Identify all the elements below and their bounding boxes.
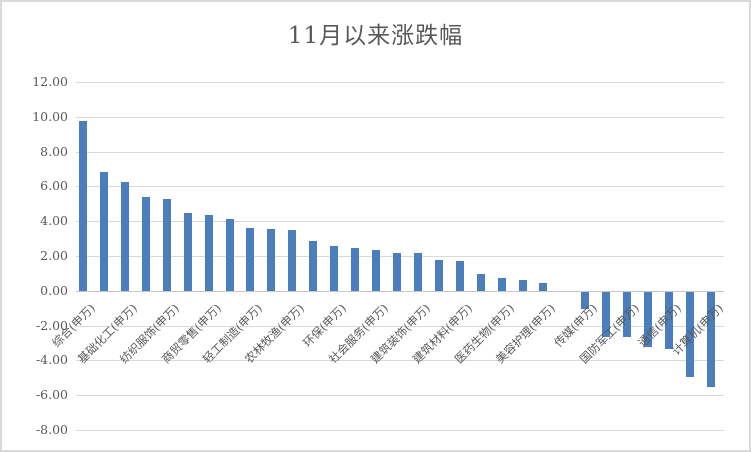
bar xyxy=(644,291,653,348)
bar xyxy=(141,196,150,291)
bar xyxy=(225,218,234,291)
bar xyxy=(392,252,401,291)
y-axis-tick-label: 0.00 xyxy=(40,282,68,298)
bar xyxy=(330,245,339,291)
y-axis-tick-label: 12.00 xyxy=(32,74,68,89)
bar xyxy=(309,241,318,291)
bar xyxy=(497,277,506,291)
gridline xyxy=(76,151,724,153)
plot-area: 综合(申万) 基础化工(申万) 纺织服饰(申万) 商贸零售(申万) 轻工制造(申万) 农林… xyxy=(49,82,726,431)
bar xyxy=(246,228,255,291)
y-axis-tick-label: -6.00 xyxy=(35,387,68,403)
bar xyxy=(581,291,590,310)
bar xyxy=(288,229,297,291)
bar xyxy=(79,121,87,291)
bar xyxy=(518,280,527,291)
y-axis-tick-label: -8.00 xyxy=(35,422,68,437)
y-axis-tick-label: -2.00 xyxy=(35,317,68,333)
bar xyxy=(267,229,276,291)
bar xyxy=(602,291,611,338)
bar xyxy=(162,199,171,291)
bar xyxy=(665,291,674,350)
bar xyxy=(204,215,213,291)
bar xyxy=(455,261,464,291)
gridline xyxy=(76,82,724,83)
gridline xyxy=(76,430,724,431)
bar xyxy=(351,248,360,291)
bar xyxy=(685,291,694,378)
y-axis-tick-label: 6.00 xyxy=(40,178,68,194)
bar xyxy=(99,171,108,291)
bar xyxy=(372,249,381,291)
y-axis-tick-label: 10.00 xyxy=(32,108,68,124)
gridline xyxy=(76,116,724,118)
x-axis-zero-line xyxy=(76,290,724,292)
bar xyxy=(183,212,192,291)
bar xyxy=(413,252,422,291)
bar xyxy=(623,291,632,338)
y-axis-tick-label: 4.00 xyxy=(40,213,68,229)
gridline xyxy=(76,186,724,188)
chart-title: 11月以来涨跌幅 xyxy=(287,23,464,49)
bar xyxy=(434,260,443,291)
y-axis-tick-label: 8.00 xyxy=(40,143,68,159)
gridline xyxy=(76,221,724,223)
bar xyxy=(476,274,485,291)
y-axis-tick-label: 2.00 xyxy=(40,248,68,263)
gridline xyxy=(76,325,724,327)
bar xyxy=(706,291,715,388)
gridline xyxy=(76,395,724,397)
gridline xyxy=(76,360,724,362)
y-axis-tick-label: -4.00 xyxy=(35,352,68,368)
bar xyxy=(539,282,548,291)
bar xyxy=(120,182,129,291)
